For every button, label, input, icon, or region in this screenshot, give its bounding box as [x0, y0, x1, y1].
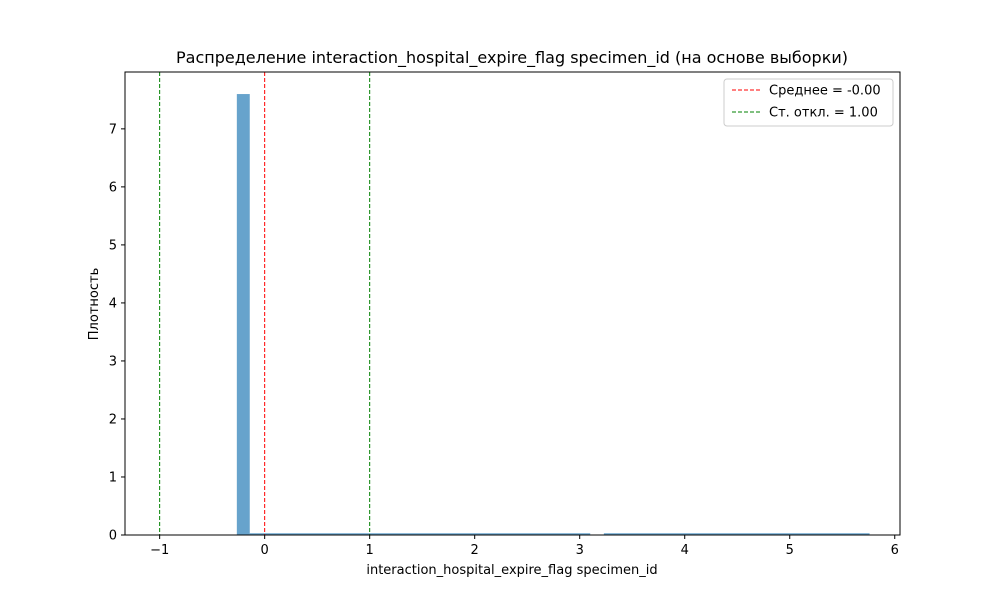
x-axis: −1 0 1 2 3 4 5 6 — [150, 535, 899, 558]
legend: Среднее = -0.00 Ст. откл. = 1.00 — [723, 78, 894, 127]
y-tick-label: 4 — [109, 296, 117, 311]
y-axis: 0 1 2 3 4 5 6 7 — [109, 122, 125, 544]
histogram-bar — [603, 533, 870, 535]
legend-box — [723, 78, 894, 127]
y-tick-label: 2 — [109, 412, 117, 427]
x-tick-label: 3 — [576, 543, 584, 558]
x-tick-label: 5 — [786, 543, 794, 558]
plot-frame — [124, 71, 901, 536]
legend-label: Ст. откл. = 1.00 — [769, 106, 878, 121]
bars-layer — [236, 94, 870, 536]
y-tick-label: 7 — [109, 122, 117, 137]
legend-items: Среднее = -0.00 Ст. откл. = 1.00 — [732, 84, 881, 121]
x-tick-label: −1 — [150, 543, 169, 558]
y-tick-label: 6 — [109, 180, 117, 195]
x-tick-label: 6 — [891, 543, 899, 558]
x-tick-label: 4 — [681, 543, 689, 558]
x-tick-label: 0 — [261, 543, 269, 558]
x-tick-label: 2 — [471, 543, 479, 558]
y-tick-label: 3 — [109, 354, 117, 369]
y-axis-title: Плотность — [87, 268, 102, 340]
y-tick-label: 1 — [109, 470, 117, 485]
chart-title: Распределение interaction_hospital_expir… — [176, 48, 848, 68]
y-tick-label: 5 — [109, 238, 117, 253]
reference-lines-layer — [159, 72, 371, 535]
x-axis-title: interaction_hospital_expire_flag specime… — [366, 563, 657, 578]
histogram-bar — [249, 533, 591, 535]
legend-label: Среднее = -0.00 — [769, 84, 881, 99]
histogram-bar — [236, 94, 250, 536]
x-tick-label: 1 — [366, 543, 374, 558]
y-tick-label: 0 — [109, 529, 117, 544]
